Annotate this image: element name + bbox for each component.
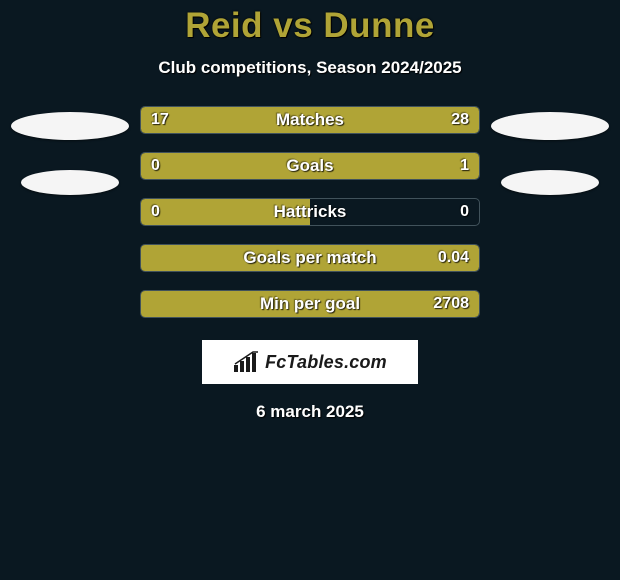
stat-right-value: 2708 [433, 295, 469, 313]
comparison-infographic: Reid vs Dunne Club competitions, Season … [0, 0, 620, 422]
decor-ellipse [491, 112, 609, 140]
stat-row: Hattricks 0 0 [140, 198, 480, 226]
stat-label: Hattricks [274, 202, 347, 222]
stat-fill-right [205, 153, 479, 179]
stat-label: Min per goal [260, 294, 360, 314]
stat-left-value: 0 [151, 203, 160, 221]
stats-column: Matches 17 28 Goals 0 1 Hattricks 0 0 Goals per m… [140, 106, 480, 318]
stat-row: Matches 17 28 [140, 106, 480, 134]
decor-ellipse [21, 170, 119, 195]
stat-label: Goals per match [243, 248, 376, 268]
brand-text: FcTables.com [265, 352, 387, 373]
stat-right-value: 0.04 [438, 249, 469, 267]
stat-left-value: 17 [151, 111, 169, 129]
left-decor-column [10, 106, 130, 318]
stat-label: Goals [286, 156, 333, 176]
stat-right-value: 28 [451, 111, 469, 129]
stat-right-value: 0 [460, 203, 469, 221]
date-text: 6 march 2025 [256, 402, 364, 422]
page-title: Reid vs Dunne [185, 6, 435, 46]
compare-area: Matches 17 28 Goals 0 1 Hattricks 0 0 Goals per m… [0, 106, 620, 318]
subtitle: Club competitions, Season 2024/2025 [158, 58, 461, 78]
brand-box: FcTables.com [202, 340, 418, 384]
stat-label: Matches [276, 110, 344, 130]
stat-row: Goals 0 1 [140, 152, 480, 180]
decor-ellipse [11, 112, 129, 140]
stat-left-value: 0 [151, 157, 160, 175]
stat-row: Min per goal 2708 [140, 290, 480, 318]
brand-bars-icon [233, 351, 259, 373]
decor-ellipse [501, 170, 599, 195]
stat-right-value: 1 [460, 157, 469, 175]
stat-row: Goals per match 0.04 [140, 244, 480, 272]
right-decor-column [490, 106, 610, 318]
